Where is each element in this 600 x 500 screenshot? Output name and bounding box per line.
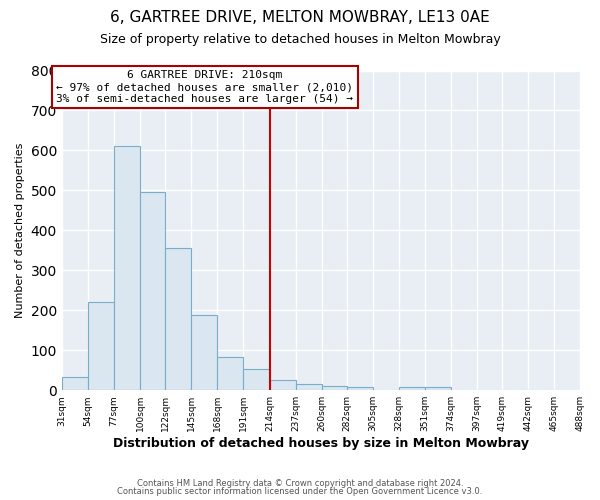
Bar xyxy=(425,387,451,390)
Bar xyxy=(347,388,373,390)
Bar xyxy=(296,384,322,390)
Text: Contains public sector information licensed under the Open Government Licence v3: Contains public sector information licen… xyxy=(118,487,482,496)
Bar xyxy=(399,387,425,390)
Bar xyxy=(217,357,244,390)
Bar xyxy=(322,386,347,390)
Bar xyxy=(62,377,88,390)
Bar xyxy=(191,315,217,390)
Text: 6 GARTREE DRIVE: 210sqm
← 97% of detached houses are smaller (2,010)
3% of semi-: 6 GARTREE DRIVE: 210sqm ← 97% of detache… xyxy=(56,70,353,104)
Bar xyxy=(88,302,114,390)
Text: 6, GARTREE DRIVE, MELTON MOWBRAY, LE13 0AE: 6, GARTREE DRIVE, MELTON MOWBRAY, LE13 0… xyxy=(110,10,490,25)
X-axis label: Distribution of detached houses by size in Melton Mowbray: Distribution of detached houses by size … xyxy=(113,437,529,450)
Text: Contains HM Land Registry data © Crown copyright and database right 2024.: Contains HM Land Registry data © Crown c… xyxy=(137,478,463,488)
Bar xyxy=(114,146,140,390)
Bar xyxy=(165,248,191,390)
Y-axis label: Number of detached properties: Number of detached properties xyxy=(15,142,25,318)
Bar xyxy=(269,380,296,390)
Text: Size of property relative to detached houses in Melton Mowbray: Size of property relative to detached ho… xyxy=(100,32,500,46)
Bar xyxy=(140,192,165,390)
Bar xyxy=(244,370,269,390)
